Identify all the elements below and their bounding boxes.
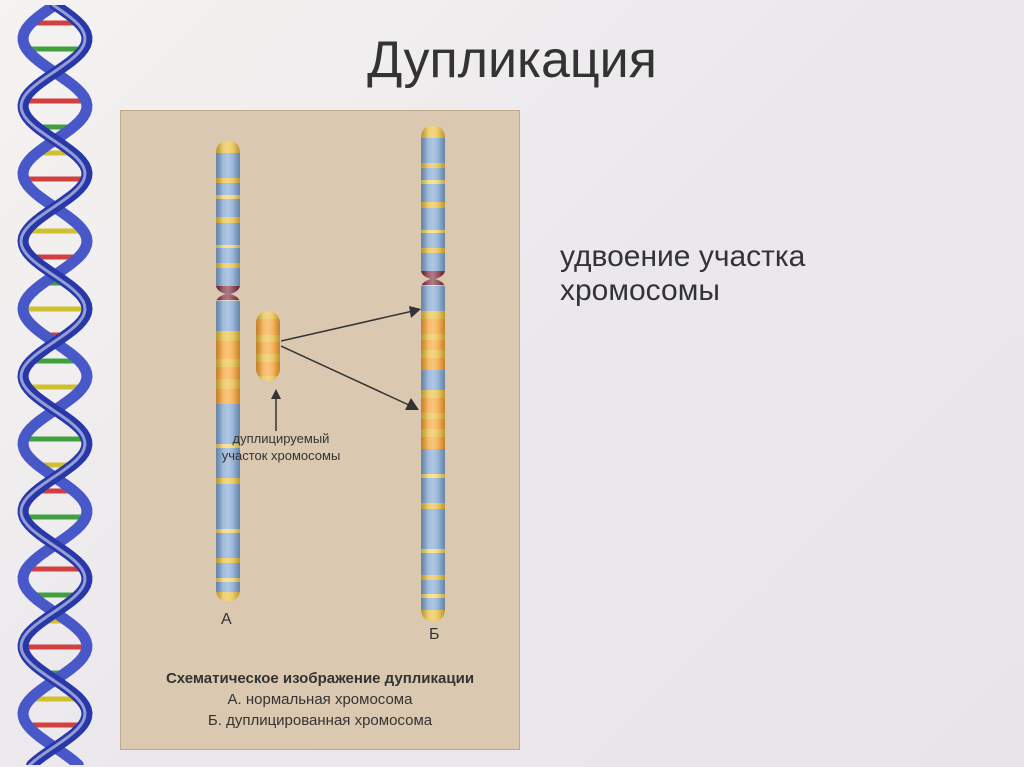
caption-line-b: Б. дуплицированная хромосома [121, 710, 519, 731]
segment-label-line2: участок хромосомы [222, 448, 341, 463]
page-title: Дупликация [0, 0, 1024, 90]
caption-line-a: А. нормальная хромосома [121, 689, 519, 710]
description-text: удвоение участка хромосомы [560, 240, 805, 308]
diagram-panel: А Б дуплицируемый участок хромосомы Схем… [120, 110, 520, 750]
arrows-to-chromosome-b [281, 306, 426, 446]
duplicated-segment [256, 311, 280, 381]
caption-title: Схематическое изображение дупликации [121, 668, 519, 689]
description-line1: удвоение участка [560, 240, 805, 273]
dna-helix-decoration [5, 5, 105, 765]
segment-label-line1: дуплицируемый [233, 431, 330, 446]
description-line2: хромосомы [560, 274, 720, 307]
diagram-caption: Схематическое изображение дупликации А. … [121, 668, 519, 731]
chromosome-b-label: Б [429, 626, 440, 644]
chromosome-a-label: А [221, 611, 232, 629]
segment-label: дуплицируемый участок хромосомы [216, 431, 346, 465]
chromosome-a [216, 141, 240, 601]
